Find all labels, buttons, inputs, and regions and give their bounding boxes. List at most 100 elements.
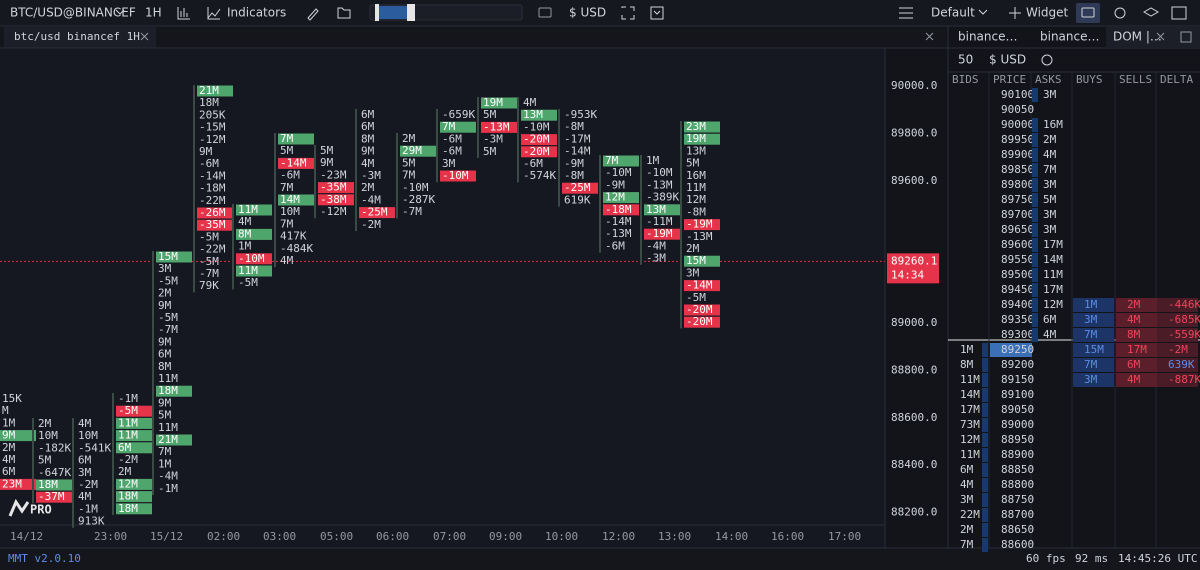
trade-cell	[1116, 343, 1157, 357]
dom-cell: 89050	[1001, 403, 1034, 416]
dom-depth[interactable]: 50	[958, 53, 973, 67]
close-chart[interactable]	[925, 32, 934, 41]
widget-button[interactable]: Widget	[1026, 6, 1069, 20]
indicators-button[interactable]: Indicators	[227, 6, 286, 20]
trade-cell	[1157, 298, 1198, 312]
current-price: 89260.1	[891, 254, 937, 267]
screenshot-button[interactable]	[1076, 3, 1100, 23]
footprint-highlight	[684, 304, 720, 316]
symbol[interactable]: BTC/USD@BINANCEF	[10, 6, 136, 20]
menu-icon[interactable]	[650, 6, 664, 20]
footprint-highlight	[562, 182, 598, 194]
price-label: 89600.0	[891, 174, 937, 187]
footprint-cell: 2M	[38, 417, 52, 430]
footprint-cell: 913K	[78, 515, 105, 528]
list-icon[interactable]	[899, 7, 913, 19]
footprint-cell: -22M	[199, 243, 226, 256]
price-label: 89800.0	[891, 126, 937, 139]
panel-tab[interactable]: binance…	[958, 30, 1018, 44]
footprint-cell: -20M	[686, 315, 713, 328]
dom-cell: 11M	[960, 448, 980, 461]
footprint-cell: 11M	[158, 372, 178, 385]
footprint-cell: 19M	[686, 132, 706, 145]
footprint-cell: 2M	[2, 441, 16, 454]
record-icon[interactable]	[538, 7, 552, 18]
footprint-highlight	[278, 194, 314, 206]
plus-icon	[1009, 7, 1021, 19]
dom-cell: 7M	[1043, 163, 1057, 176]
dom-cell: 11M	[1043, 268, 1063, 281]
footprint-highlight	[116, 442, 152, 454]
dom-cell: 16M	[1043, 118, 1063, 131]
footprint-cell: -1M	[158, 482, 178, 495]
footprint-cell: -6M	[199, 157, 219, 170]
chart-tab[interactable]	[4, 27, 156, 48]
price-label: 88400.0	[891, 458, 937, 471]
footprint-cell: -5M	[199, 230, 219, 243]
footprint-cell: -8M	[564, 120, 584, 133]
trade-cell	[1157, 313, 1198, 327]
trade-cell	[1116, 373, 1157, 387]
layout-select[interactable]: Default	[931, 6, 975, 20]
panel-tab[interactable]: DOM |…	[1113, 30, 1162, 44]
time-label: 13:00	[658, 530, 691, 543]
interval[interactable]: 1H	[145, 6, 162, 20]
footprint-cell: 5M	[320, 144, 334, 157]
footprint-highlight	[644, 204, 680, 216]
dom-cell: 89450	[1001, 283, 1034, 296]
dom-settings[interactable]	[1041, 54, 1053, 66]
slider-handle[interactable]	[407, 4, 415, 21]
folder-icon[interactable]	[337, 7, 351, 19]
panel-close[interactable]	[1180, 31, 1192, 43]
close-dom[interactable]	[1156, 32, 1165, 41]
dom-cell: 2M	[1127, 298, 1141, 311]
footprint-highlight	[684, 280, 720, 292]
footprint-highlight	[156, 434, 192, 446]
footprint-cell: -20M	[686, 303, 713, 316]
footprint-cell: -389K	[646, 191, 679, 204]
footprint-cell: 79K	[199, 279, 219, 292]
dom-cell: 17M	[960, 403, 980, 416]
dom-cell: 88900	[1001, 448, 1034, 461]
dom-cell: 90050	[1001, 103, 1034, 116]
fullscreen-icon[interactable]	[621, 6, 635, 20]
footprint-cell: -5M	[686, 291, 706, 304]
footprint-cell: -14M	[686, 279, 713, 292]
footprint-highlight	[197, 85, 233, 97]
slider-handle[interactable]	[375, 4, 379, 21]
dom-cell: 88850	[1001, 463, 1034, 476]
footprint-highlight	[359, 207, 395, 219]
footprint-cell: -37M	[38, 490, 65, 503]
learn-icon[interactable]	[1142, 7, 1160, 17]
dom-cell: 12M	[1043, 298, 1063, 311]
active-tab[interactable]	[1106, 27, 1200, 48]
trade-cell	[1157, 358, 1198, 372]
currency-button[interactable]: $ USD	[569, 6, 606, 20]
trade-cell	[1116, 313, 1157, 327]
latency: 92 ms	[1075, 552, 1108, 565]
dom-cell: -887K	[1168, 373, 1200, 386]
footprint-highlight	[36, 479, 72, 491]
footprint-cell: 11M	[238, 203, 258, 216]
footprint-cell: 2M	[361, 181, 375, 194]
depth-bar	[1032, 328, 1038, 342]
footprint-cell: 18M	[199, 96, 219, 109]
footprint-cell: 5M	[686, 157, 700, 170]
draw-icon[interactable]	[307, 8, 319, 21]
panel-tab[interactable]: binance…	[1040, 30, 1100, 44]
footprint-cell: 6M	[361, 108, 375, 121]
footprint-cell: 18M	[118, 502, 138, 515]
chart-type-icon[interactable]	[177, 7, 190, 20]
dom-cell: 89250	[1001, 343, 1034, 356]
account-icon[interactable]	[1171, 6, 1187, 20]
dom-cell: 89600	[1001, 238, 1034, 251]
footprint-cell: -22M	[199, 194, 226, 207]
footprint-cell: 6M	[158, 348, 172, 361]
dom-currency[interactable]: $ USD	[989, 53, 1026, 67]
footprint-cell: 3M	[686, 266, 700, 279]
dom-cell: 89400	[1001, 298, 1034, 311]
depth-bar	[982, 478, 988, 492]
settings-icon[interactable]	[1114, 7, 1126, 19]
close-tab[interactable]	[140, 32, 149, 41]
footprint-highlight	[684, 219, 720, 231]
